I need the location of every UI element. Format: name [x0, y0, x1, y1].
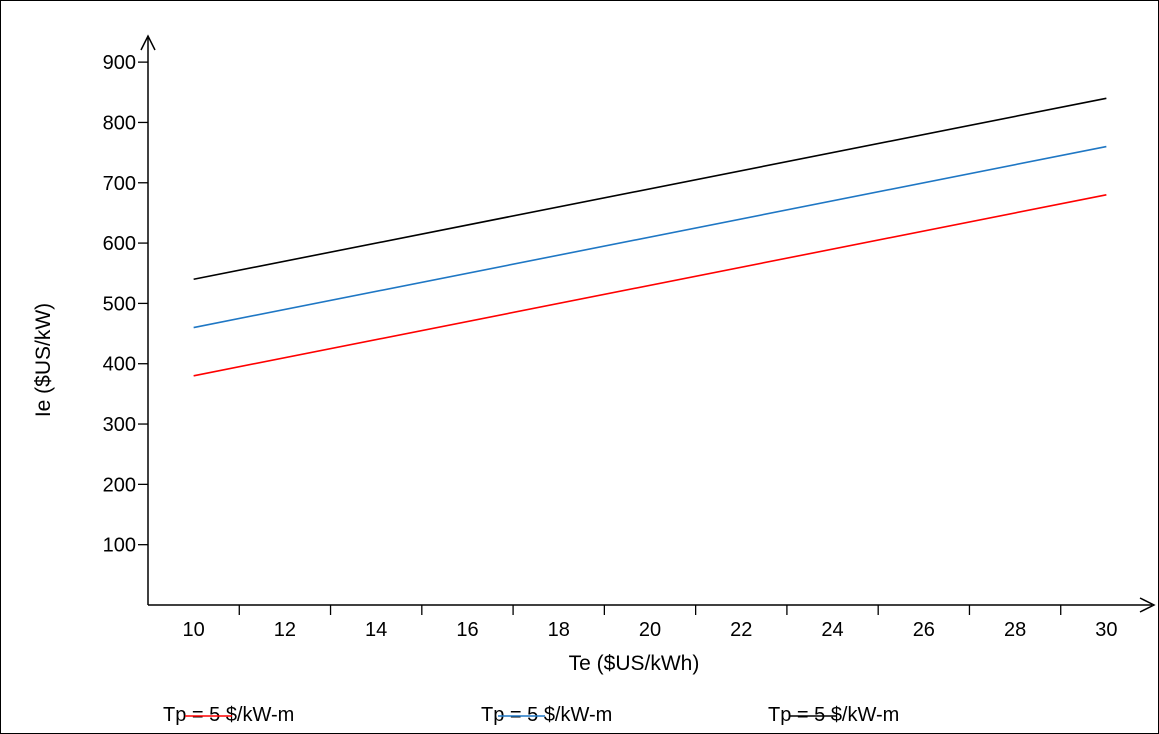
x-tick-label: 10	[183, 619, 205, 641]
series-line-2	[193, 145, 1107, 329]
x-tick-label: 12	[274, 619, 296, 641]
x-tick-label: 24	[821, 619, 843, 641]
x-axis-arrow	[1139, 597, 1156, 613]
y-tick-label: 900	[103, 52, 136, 74]
y-tick-label: 400	[103, 354, 136, 376]
y-tick-label: 700	[103, 173, 136, 195]
y-tick-label: 100	[103, 535, 136, 557]
y-tick-label: 300	[103, 414, 136, 436]
y-tick-label: 500	[103, 293, 136, 315]
axes	[140, 34, 1156, 613]
series-line-3	[193, 97, 1107, 281]
x-axis-title: Te ($US/kWh)	[569, 652, 700, 675]
x-tick-label: 30	[1095, 619, 1117, 641]
series-lines	[193, 97, 1107, 377]
legend: Tp = 5 $/kW-m Tp = 5 $/kW-m Tp = 5 $/kW-…	[163, 704, 899, 726]
legend-label-1: Tp = 5 $/kW-m	[163, 704, 294, 726]
y-tick-label: 600	[103, 233, 136, 255]
y-ticks: 100 200 300 400 500 600 700 800 900	[103, 52, 148, 557]
series-line-1	[193, 194, 1107, 377]
x-ticks: 10 12 14 16 18 20 22 24 26 28 30	[183, 605, 1117, 641]
y-axis-arrow	[140, 34, 156, 51]
y-axis-title: Ie ($US/kW)	[32, 303, 55, 417]
legend-label-3: Tp = 5 $/kW-m	[768, 704, 899, 726]
x-tick-label: 16	[456, 619, 478, 641]
x-tick-label: 18	[548, 619, 570, 641]
y-tick-label: 200	[103, 474, 136, 496]
x-tick-label: 14	[365, 619, 387, 641]
y-tick-label: 800	[103, 112, 136, 134]
x-tick-label: 22	[730, 619, 752, 641]
x-tick-label: 26	[913, 619, 935, 641]
legend-label-2: Tp = 5 $/kW-m	[481, 704, 612, 726]
x-tick-label: 20	[639, 619, 661, 641]
x-tick-label: 28	[1004, 619, 1026, 641]
